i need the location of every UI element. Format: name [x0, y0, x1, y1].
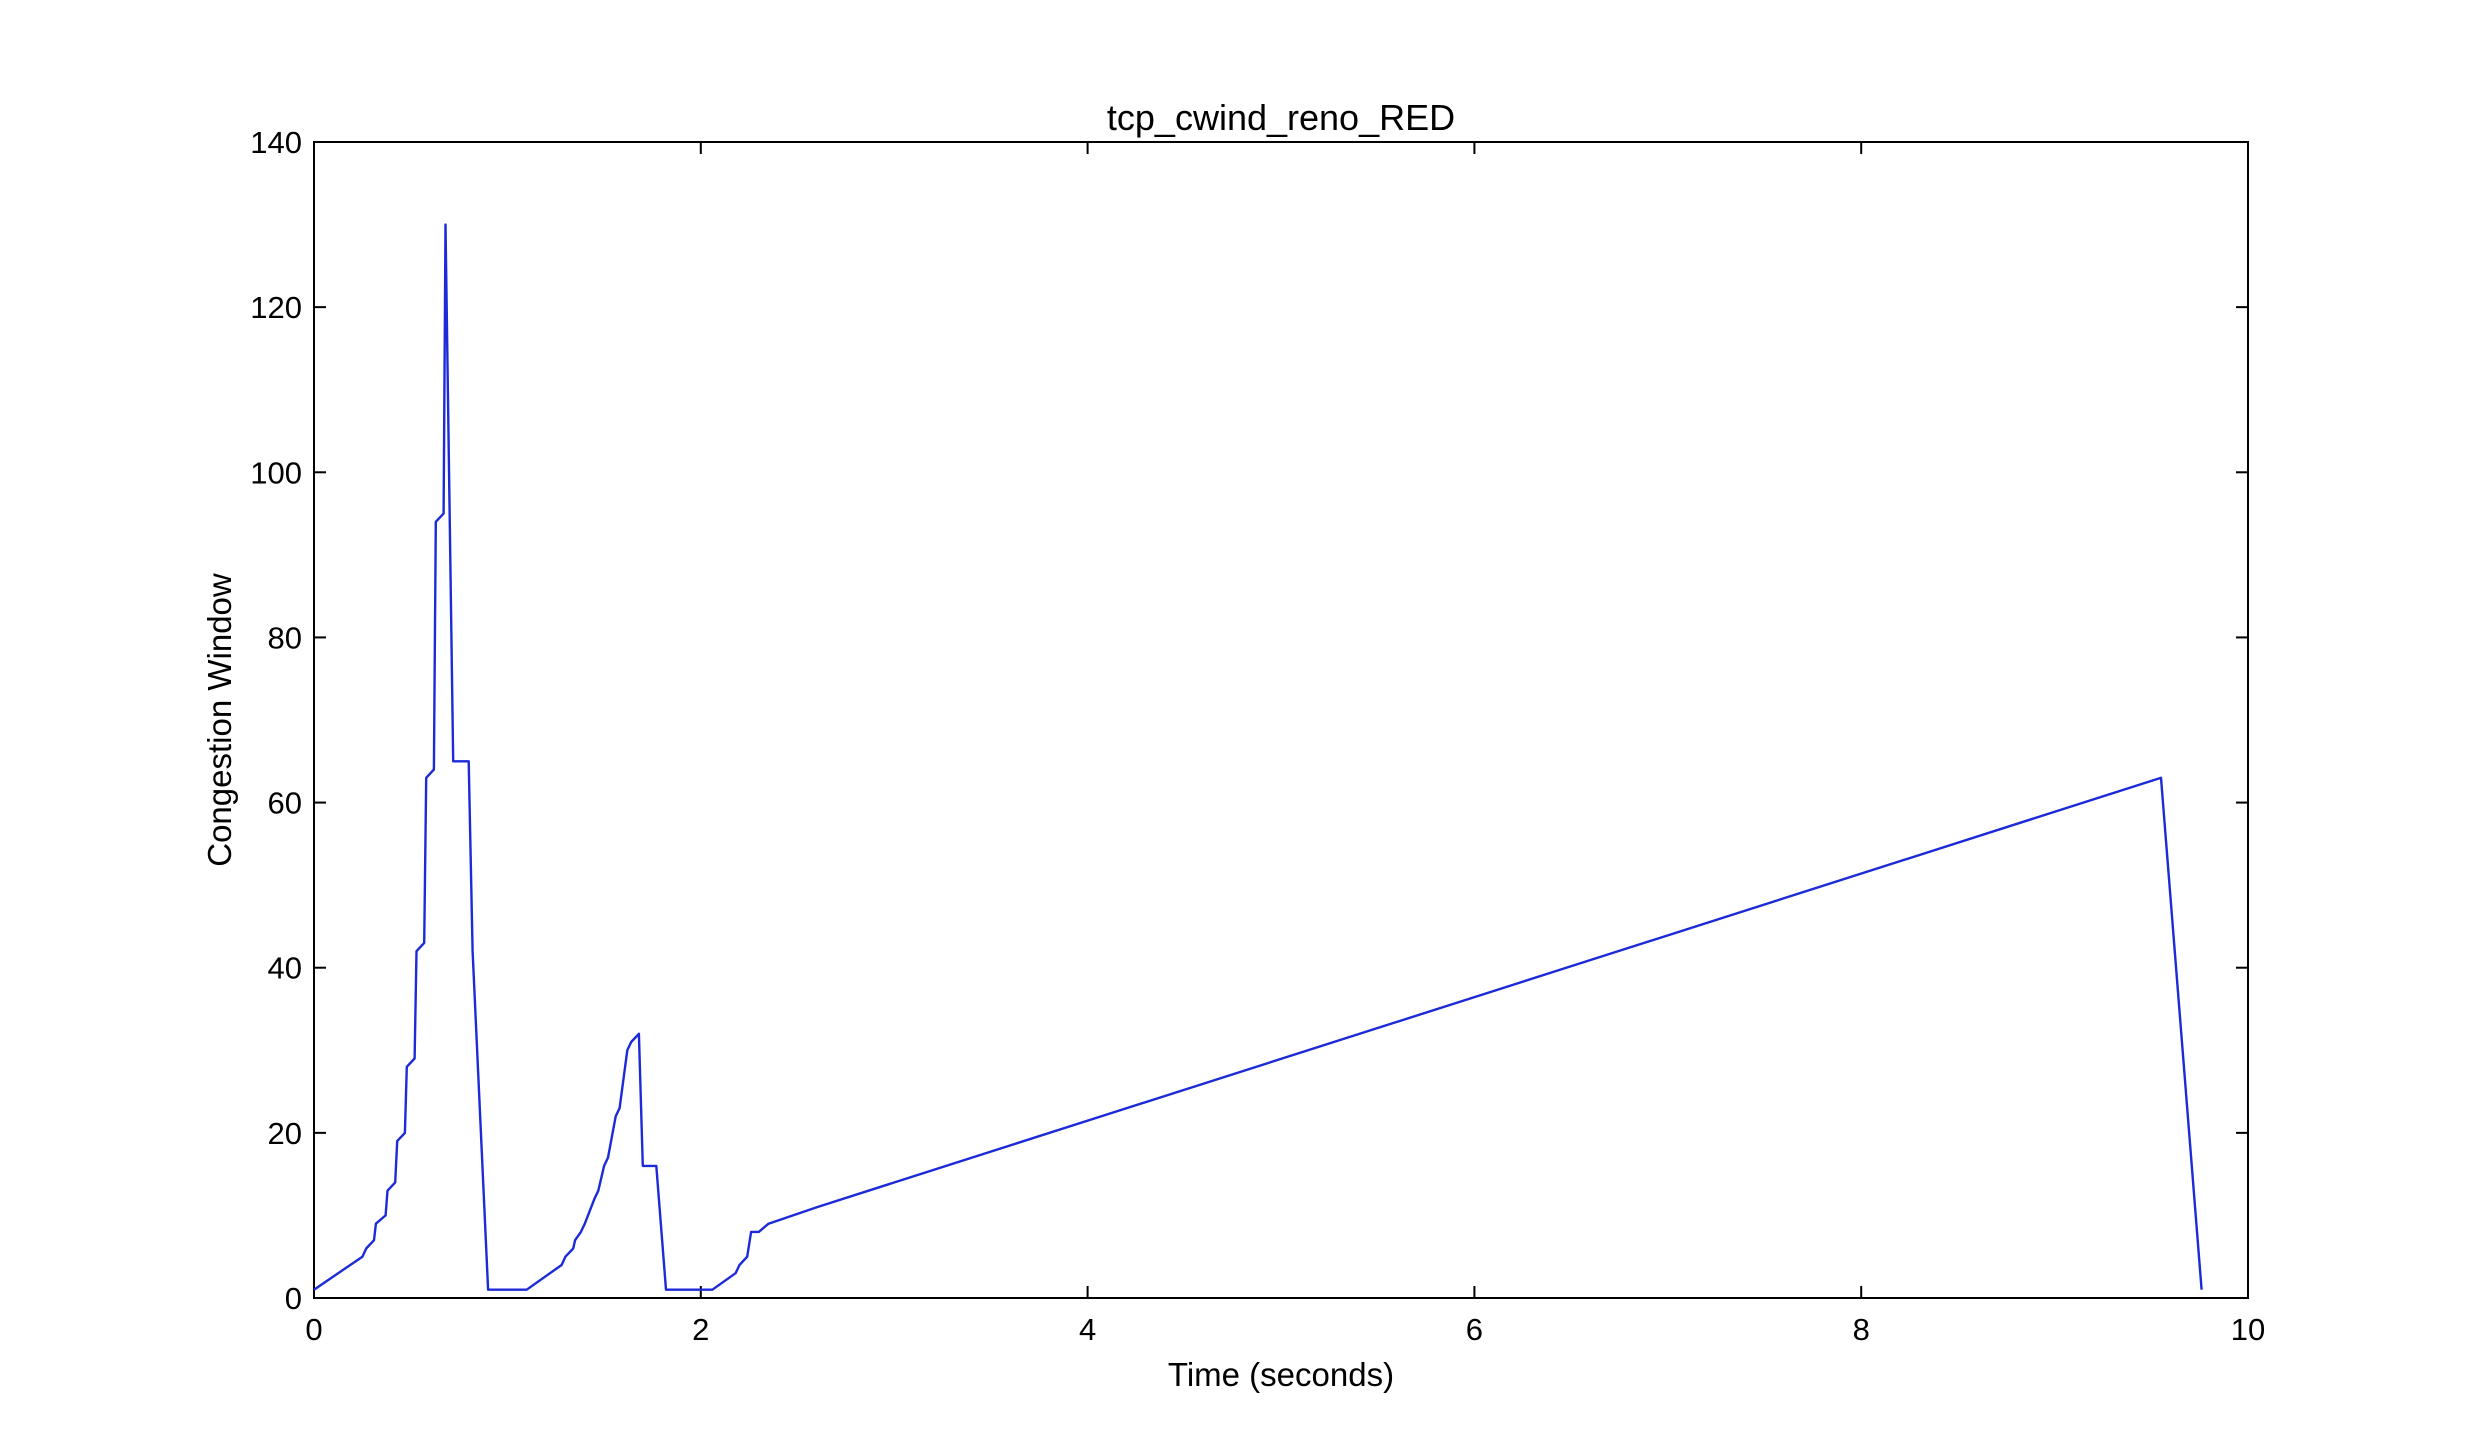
axis-ticks [313, 141, 2249, 1299]
x-axis-label: Time (seconds) [1168, 1356, 1394, 1393]
y-tick-label: 120 [250, 290, 302, 325]
x-tick-label: 4 [1079, 1312, 1096, 1347]
y-tick-label: 100 [250, 455, 302, 490]
y-axis-label: Congestion Window [201, 573, 238, 867]
y-tick-label: 0 [285, 1281, 302, 1316]
y-tick-label: 60 [268, 786, 302, 821]
x-tick-label: 6 [1466, 1312, 1483, 1347]
x-tick-label: 10 [2231, 1312, 2265, 1347]
cwnd-series-line [313, 223, 2203, 1291]
y-tick-label: 140 [250, 125, 302, 160]
chart-title: tcp_cwind_reno_RED [1107, 97, 1455, 138]
x-tick-label: 0 [305, 1312, 322, 1347]
x-tick-label: 8 [1853, 1312, 1870, 1347]
x-tick-label: 2 [692, 1312, 709, 1347]
y-tick-label: 80 [268, 620, 302, 655]
y-tick-label: 20 [268, 1116, 302, 1151]
plot-area [313, 141, 2249, 1299]
y-tick-label: 40 [268, 951, 302, 986]
